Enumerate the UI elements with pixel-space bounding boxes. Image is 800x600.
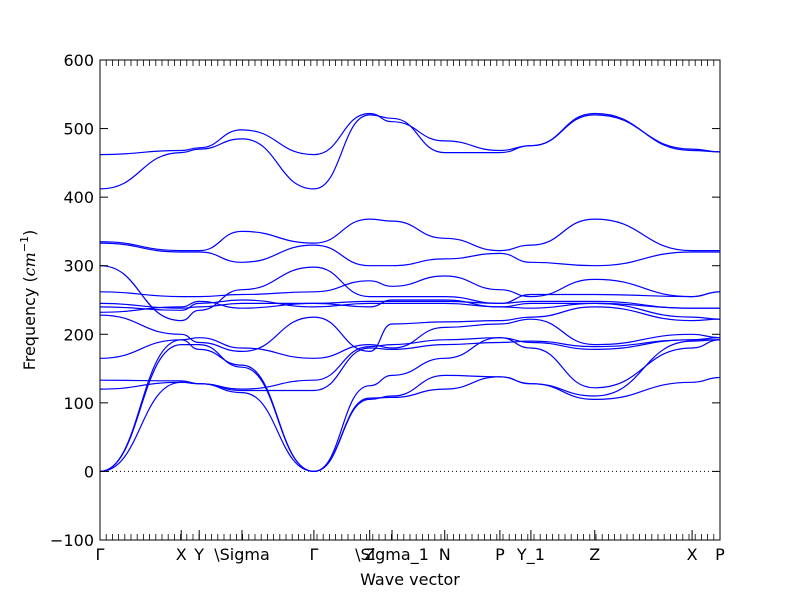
x-tick-label: X	[687, 545, 698, 564]
band-line-7	[99, 306, 721, 353]
x-tick-label: \Sigma	[214, 545, 270, 564]
x-tick-label: Γ	[96, 545, 105, 564]
band-line-5	[99, 337, 721, 390]
x-tick-label: P	[715, 545, 725, 564]
y-tick-label: −100	[50, 531, 94, 550]
band-line-9	[99, 299, 720, 311]
band-line-11	[99, 275, 721, 298]
band-line-10	[99, 300, 720, 309]
band-line-2	[99, 337, 721, 473]
x-tick-label: Γ	[309, 545, 318, 564]
x-tick-label: X	[176, 545, 187, 564]
band-line-13	[99, 218, 720, 252]
y-tick-label: 200	[63, 325, 94, 344]
x-axis-ticks: Γ X Y \Sigma Γ Z\Sigma_1 N P Y_1 Z X P	[96, 530, 725, 565]
y-tick-label: 400	[63, 188, 94, 207]
series-layer	[99, 112, 721, 473]
y-axis-title: Frequency (cm−1)	[18, 230, 39, 371]
y-tick-label: 300	[63, 257, 94, 276]
x-tick-label: Y_1	[516, 545, 545, 565]
band-line-14	[99, 242, 720, 267]
band-line-12	[99, 265, 721, 322]
y-tick-label: 0	[84, 462, 94, 481]
y-tick-label: 100	[63, 394, 94, 413]
plot-frame	[99, 59, 721, 541]
y-axis-ticks: −100 0 100 200 300 400 500 600	[50, 51, 720, 550]
x-tick-label: \Sigma_1	[355, 545, 429, 565]
x-tick-label: N	[439, 545, 451, 564]
band-line-3	[99, 339, 721, 473]
band-line-6	[99, 318, 721, 359]
y-tick-label: 600	[63, 51, 94, 70]
x-axis-title: Wave vector	[360, 570, 460, 589]
x-tick-label: Y	[193, 545, 204, 564]
y-tick-label: 500	[63, 120, 94, 139]
x-tick-label: P	[495, 545, 505, 564]
x-tick-label: Z	[364, 545, 375, 564]
x-tick-label: Z	[589, 545, 600, 564]
band-line-15	[99, 114, 721, 190]
band-line-16	[99, 112, 721, 156]
